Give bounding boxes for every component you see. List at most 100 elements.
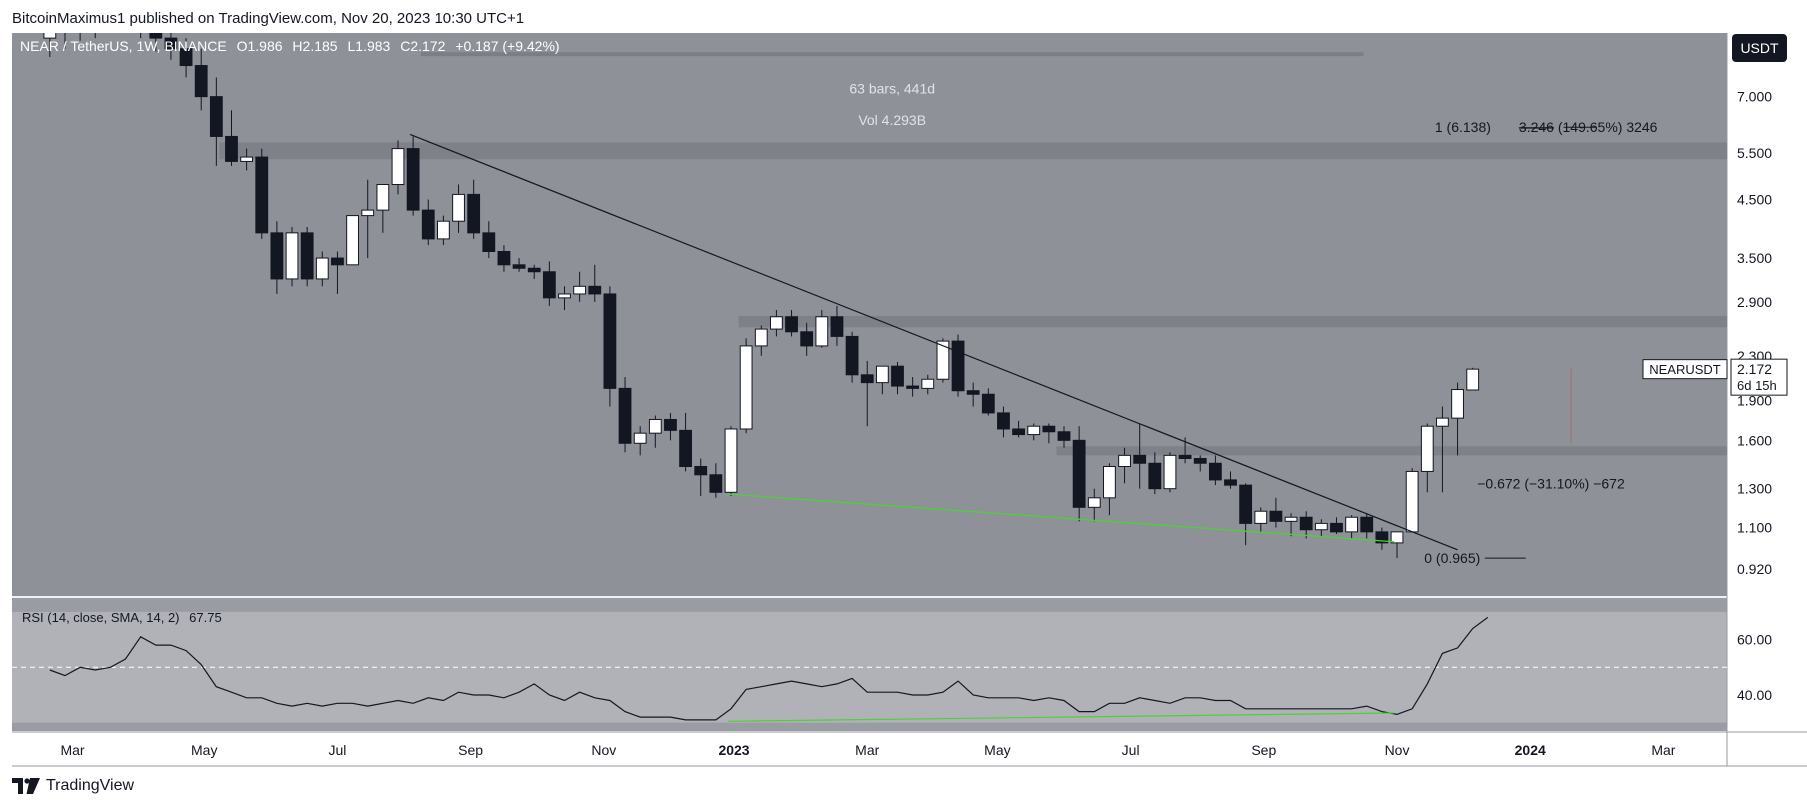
rsi-tick-label: 60.00	[1737, 632, 1772, 648]
candle-body	[664, 418, 677, 431]
time-tick-label: May	[191, 742, 217, 758]
high-value: 2.185	[303, 38, 338, 54]
candle-body	[300, 232, 314, 280]
price-tick-label: 1.900	[1737, 392, 1772, 408]
open-label: O	[237, 38, 248, 54]
candle-body	[467, 193, 481, 234]
currency-button-bg	[1732, 34, 1787, 62]
candle-body	[164, 37, 178, 50]
svg-text:RSI (14, close, SMA, 14, 2): RSI (14, close, SMA, 14, 2) 67.75	[22, 610, 222, 625]
candle-body	[1330, 522, 1343, 533]
candle-body	[149, 33, 163, 39]
currency-button[interactable]: USDT	[1732, 34, 1787, 62]
candle-body	[1012, 428, 1026, 436]
candle-body	[1375, 531, 1389, 544]
price-tick-label: 1.100	[1737, 520, 1772, 536]
low-label: L	[347, 38, 355, 54]
bars-count-label: 63 bars, 441d	[849, 80, 935, 96]
fib-level-1-label: 1 (6.138) 3.246 (149.65%) 3246	[1435, 119, 1658, 135]
candle-body	[981, 393, 995, 414]
symbol-legend[interactable]: NEAR / TetherUS, 1W, BINANCE O1.986 H2.1…	[20, 38, 560, 54]
candle-body	[1239, 484, 1253, 524]
price-tick-label: 7.000	[1737, 89, 1772, 105]
candle-body	[1087, 497, 1101, 508]
candle-body	[558, 293, 571, 299]
rsi-support-line	[727, 712, 1394, 722]
rsi-line	[49, 616, 1489, 721]
candle-body	[618, 387, 632, 444]
close-value: 2.172	[410, 38, 445, 54]
candle-body	[346, 215, 359, 266]
candle-body	[936, 340, 950, 380]
resistance-zone	[738, 315, 1727, 328]
footer: TradingView	[12, 777, 134, 795]
candle-body	[209, 96, 223, 137]
price-axis[interactable]: 7.0005.5004.5003.5002.9002.3001.9001.600…	[1737, 89, 1772, 578]
candle-body	[1057, 431, 1071, 441]
candle-body	[1178, 454, 1192, 459]
low-value: 1.983	[355, 38, 390, 54]
candle-body	[436, 220, 450, 240]
candle-body	[512, 264, 526, 269]
candle-body	[542, 271, 556, 299]
symbol-name: NEAR / TetherUS, 1W, BINANCE	[20, 38, 227, 54]
candle-body	[421, 209, 435, 240]
resistance-zone	[1056, 446, 1727, 456]
candle-body	[1466, 368, 1480, 391]
price-tick-label: 0.920	[1737, 561, 1772, 577]
fib-level-1-value: 1 (6.138)	[1435, 119, 1491, 135]
candle-body	[43, 33, 57, 39]
candle-body	[270, 232, 284, 280]
candle-body	[724, 428, 738, 493]
measure-range-band	[420, 52, 1364, 57]
candle-body	[376, 184, 390, 211]
candle-body	[240, 156, 254, 162]
candle-body	[800, 331, 814, 347]
rsi-title: RSI (14, close, SMA, 14, 2)	[22, 610, 180, 625]
currency-button-label: USDT	[1740, 40, 1779, 56]
drawings	[409, 126, 1597, 559]
resistance-zone	[219, 142, 1727, 160]
candle-body	[1133, 454, 1147, 464]
candle-body	[1208, 462, 1222, 481]
candle-body	[694, 465, 708, 476]
candle-body	[785, 316, 798, 333]
price-chart[interactable]: 63 bars, 441d Vol 4.293B 1 (6.138) 3.246 …	[0, 33, 1807, 770]
candle-body	[1390, 531, 1404, 544]
rsi-series	[12, 616, 1727, 722]
fib-level-1-struck: 3.246	[1519, 119, 1554, 135]
price-tick-label: 1.600	[1737, 432, 1772, 448]
time-tick-label: Nov	[1385, 742, 1410, 758]
change-value: +0.187 (+9.42%)	[455, 38, 559, 54]
price-badge-countdown: 6d 15h	[1737, 378, 1777, 393]
candle-body	[966, 390, 980, 395]
candle-body	[770, 316, 783, 330]
symbol-badge-bg	[1642, 359, 1728, 380]
candle-body	[1345, 516, 1359, 533]
time-tick-label: Jul	[328, 742, 346, 758]
candle-body	[315, 257, 329, 280]
candle-body	[709, 474, 723, 493]
candle-body	[1118, 454, 1131, 467]
price-tick-label: 3.500	[1737, 250, 1772, 266]
rsi-legend[interactable]: RSI (14, close, SMA, 14, 2) 67.75	[22, 610, 222, 625]
time-tick-label: Sep	[458, 742, 483, 758]
candle-body	[1103, 465, 1116, 499]
candle-body	[1420, 425, 1434, 472]
candle-body	[1451, 389, 1464, 419]
price-badge-bg	[1730, 358, 1788, 396]
candle-body	[891, 365, 904, 387]
candle-body	[1224, 479, 1237, 486]
candle-body	[1042, 425, 1056, 433]
svg-text:NEAR / TetherUS, 1W, BINANCE: NEAR / TetherUS, 1W, BINANCE O1.986 H2.1…	[20, 38, 560, 54]
price-tick-label: 1.300	[1737, 481, 1772, 497]
time-tick-label: Mar	[60, 742, 84, 758]
candle-body	[1314, 522, 1328, 531]
rsi-axis[interactable]: 60.00 40.00	[1737, 632, 1772, 703]
time-axis[interactable]: Mar May Jul Sep Nov 2023 Mar May Jul Sep Nov 2024 Ma…	[60, 742, 1675, 758]
time-tick-label: Mar	[1651, 742, 1675, 758]
candle-body	[482, 232, 496, 252]
candle-body	[527, 267, 541, 273]
publish-info: BitcoinMaximus1 published on TradingView…	[12, 10, 525, 27]
high-label: H	[292, 38, 302, 54]
